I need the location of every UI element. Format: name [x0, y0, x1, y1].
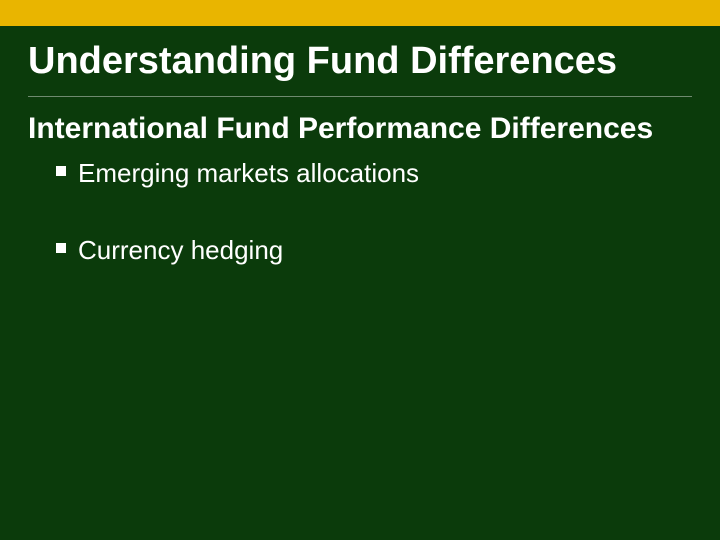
page-title: Understanding Fund Differences	[28, 40, 617, 83]
list-item: Currency hedging	[56, 235, 419, 266]
title-divider	[28, 96, 692, 97]
list-item-label: Currency hedging	[78, 235, 283, 266]
list-item: Emerging markets allocations	[56, 158, 419, 189]
square-bullet-icon	[56, 243, 66, 253]
section-subtitle: International Fund Performance Differenc…	[28, 112, 653, 146]
accent-bar	[0, 0, 720, 26]
list-item-label: Emerging markets allocations	[78, 158, 419, 189]
square-bullet-icon	[56, 166, 66, 176]
bullet-list: Emerging markets allocations Currency he…	[56, 158, 419, 312]
